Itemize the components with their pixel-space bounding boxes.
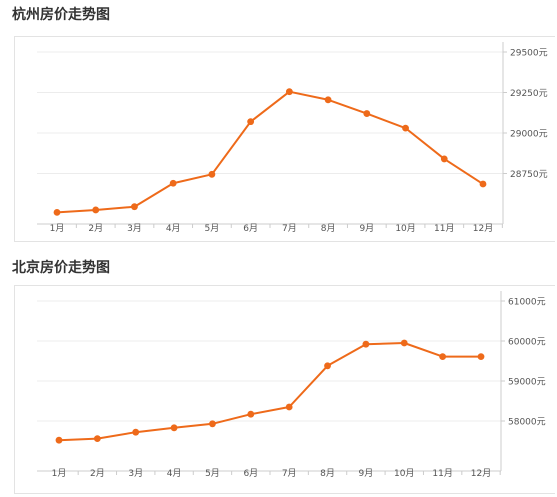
data-point[interactable] <box>400 339 408 347</box>
y-tick-label: 29500元 <box>510 49 548 59</box>
data-point[interactable] <box>209 420 216 428</box>
data-point[interactable] <box>247 410 255 418</box>
x-tick-label: 8月 <box>320 468 335 479</box>
x-tick-label: 5月 <box>205 468 220 479</box>
x-tick-label: 3月 <box>127 223 142 234</box>
x-tick-label: 7月 <box>282 468 297 479</box>
x-tick-label: 12月 <box>471 468 491 479</box>
x-tick-label: 9月 <box>359 468 374 479</box>
data-point[interactable] <box>131 203 138 211</box>
data-point[interactable] <box>324 362 331 370</box>
y-tick-label: 61000元 <box>508 298 546 308</box>
x-tick-label: 10月 <box>394 468 414 479</box>
x-tick-label: 7月 <box>282 223 297 234</box>
hangzhou-chart-card: 28750元 29000元 29250元 29500元 1月 2月 3月 4月 5月 6月 7月 8月… <box>14 36 555 242</box>
data-point[interactable] <box>477 353 485 360</box>
data-point[interactable] <box>247 118 255 126</box>
data-point[interactable] <box>92 206 100 214</box>
y-tick-label: 29000元 <box>510 130 548 140</box>
data-point[interactable] <box>439 353 447 360</box>
x-tick-label: 9月 <box>359 223 374 234</box>
x-tick-label: 5月 <box>205 223 220 234</box>
data-point[interactable] <box>363 110 371 117</box>
series-line <box>56 90 484 214</box>
x-tick-label: 11月 <box>434 223 454 234</box>
y-tick-label: 60000元 <box>508 338 546 348</box>
data-point[interactable] <box>285 403 293 411</box>
data-point[interactable] <box>170 424 178 432</box>
x-tick-label: 11月 <box>432 468 452 479</box>
data-point[interactable] <box>55 436 63 444</box>
beijing-line-chart: 58000元 59000元 60000元 61000元 1月 2月 3月 4月 5月 6月 7月 8月… <box>37 291 546 479</box>
x-tick-label: 2月 <box>88 223 103 234</box>
data-point[interactable] <box>285 88 293 96</box>
y-tick-label: 28750元 <box>510 170 548 180</box>
data-point[interactable] <box>208 170 216 178</box>
y-tick-label: 58000元 <box>508 418 546 428</box>
data-point[interactable] <box>324 96 332 104</box>
data-point[interactable] <box>53 208 61 216</box>
data-point[interactable] <box>93 435 101 442</box>
data-point[interactable] <box>169 179 177 187</box>
x-tick-label: 4月 <box>166 223 181 234</box>
hangzhou-chart-title: 杭州房价走势图 <box>12 7 110 23</box>
hangzhou-line-chart: 28750元 29000元 29250元 29500元 1月 2月 3月 4月 5月 6月 7月 8月… <box>37 42 548 234</box>
x-tick-label: 1月 <box>50 223 65 234</box>
x-tick-label: 10月 <box>395 223 415 234</box>
beijing-chart-title: 北京房价走势图 <box>12 260 110 276</box>
x-tick-label: 2月 <box>90 468 105 479</box>
x-tick-label: 3月 <box>128 468 143 479</box>
x-tick-label: 8月 <box>321 223 336 234</box>
data-point[interactable] <box>402 124 409 132</box>
data-point[interactable] <box>362 340 370 348</box>
x-tick-label: 12月 <box>473 223 493 234</box>
data-point[interactable] <box>132 428 140 436</box>
data-point[interactable] <box>440 155 448 163</box>
y-tick-label: 59000元 <box>508 378 546 388</box>
data-point[interactable] <box>479 180 487 188</box>
x-tick-label: 6月 <box>243 223 258 234</box>
x-tick-label: 4月 <box>167 468 182 479</box>
y-tick-label: 29250元 <box>510 89 548 99</box>
beijing-chart-card: 58000元 59000元 60000元 61000元 1月 2月 3月 4月 5月 6月 7月 8月… <box>14 285 555 494</box>
x-tick-label: 6月 <box>243 468 258 479</box>
x-tick-label: 1月 <box>52 468 67 479</box>
series-line <box>58 342 481 442</box>
